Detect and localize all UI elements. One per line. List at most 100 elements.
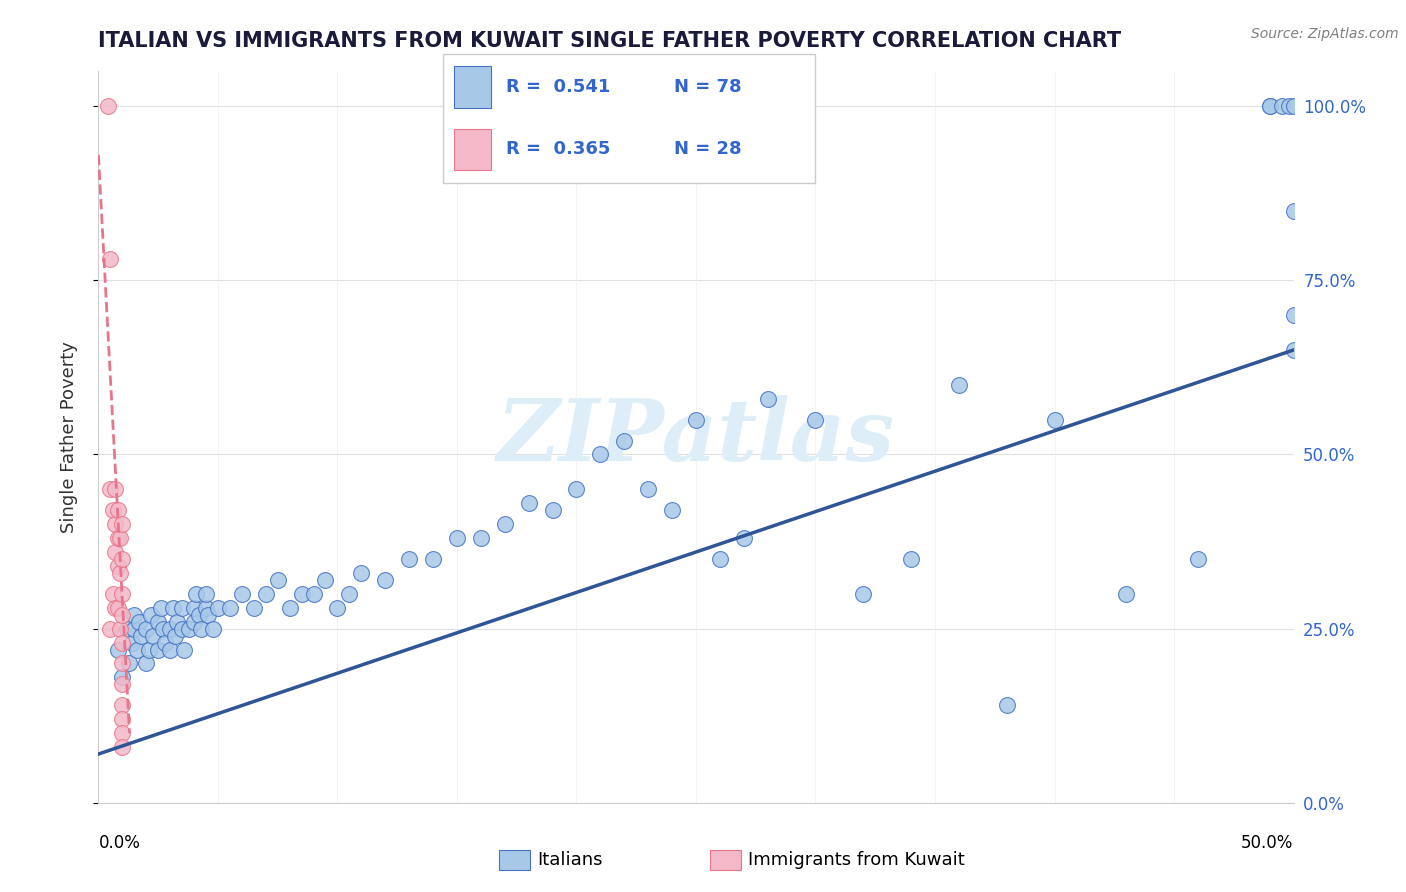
Point — [197, 607, 219, 622]
Point — [163, 629, 186, 643]
Point — [589, 448, 612, 462]
Point — [1258, 99, 1281, 113]
Point — [107, 503, 129, 517]
Y-axis label: Single Father Poverty: Single Father Poverty — [59, 341, 77, 533]
Text: R =  0.365: R = 0.365 — [506, 140, 610, 158]
FancyBboxPatch shape — [454, 67, 491, 108]
Point — [104, 600, 127, 615]
Point — [1282, 308, 1305, 322]
Point — [159, 642, 181, 657]
Point — [207, 600, 229, 615]
Point — [107, 558, 129, 573]
Point — [709, 552, 731, 566]
Point — [326, 600, 349, 615]
Point — [183, 600, 205, 615]
Point — [98, 622, 122, 636]
Point — [422, 552, 444, 566]
Point — [190, 622, 212, 636]
Point — [315, 573, 337, 587]
Point — [104, 483, 127, 497]
Point — [125, 642, 148, 657]
Text: ITALIAN VS IMMIGRANTS FROM KUWAIT SINGLE FATHER POVERTY CORRELATION CHART: ITALIAN VS IMMIGRANTS FROM KUWAIT SINGLE… — [98, 31, 1122, 51]
Point — [115, 622, 138, 636]
Point — [118, 657, 141, 671]
Point — [267, 573, 290, 587]
Text: Immigrants from Kuwait: Immigrants from Kuwait — [748, 851, 965, 869]
Text: N = 78: N = 78 — [673, 78, 741, 96]
Point — [135, 622, 157, 636]
Point — [107, 600, 129, 615]
Point — [155, 635, 177, 649]
Point — [470, 531, 492, 545]
Point — [148, 642, 170, 657]
Point — [613, 434, 636, 448]
Point — [398, 552, 420, 566]
FancyBboxPatch shape — [454, 128, 491, 170]
FancyBboxPatch shape — [443, 54, 815, 183]
Point — [685, 412, 707, 426]
Point — [111, 635, 134, 649]
Point — [1043, 412, 1066, 426]
Point — [1115, 587, 1137, 601]
Point — [131, 629, 153, 643]
Point — [111, 677, 134, 691]
Point — [172, 622, 194, 636]
Point — [111, 587, 134, 601]
Point — [1282, 203, 1305, 218]
Point — [111, 726, 134, 740]
Point — [128, 615, 150, 629]
Point — [173, 642, 195, 657]
Point — [637, 483, 659, 497]
Point — [995, 698, 1018, 713]
Point — [111, 670, 134, 684]
Point — [108, 566, 131, 580]
Text: ZIPatlas: ZIPatlas — [496, 395, 896, 479]
Point — [101, 587, 124, 601]
Point — [139, 607, 162, 622]
Point — [149, 600, 172, 615]
Point — [1271, 99, 1294, 113]
Text: Italians: Italians — [537, 851, 603, 869]
Point — [1282, 99, 1305, 113]
Point — [374, 573, 396, 587]
Point — [900, 552, 922, 566]
Point — [124, 622, 146, 636]
Point — [98, 483, 122, 497]
Point — [494, 517, 516, 532]
Point — [101, 503, 124, 517]
Point — [111, 698, 134, 713]
Point — [111, 607, 134, 622]
Point — [661, 503, 683, 517]
Point — [948, 377, 970, 392]
Point — [108, 622, 131, 636]
Point — [804, 412, 827, 426]
Point — [1258, 99, 1281, 113]
Text: 0.0%: 0.0% — [98, 834, 141, 852]
Point — [172, 600, 194, 615]
Point — [186, 587, 208, 601]
Point — [187, 607, 209, 622]
Point — [148, 615, 170, 629]
Point — [107, 642, 129, 657]
Point — [124, 607, 146, 622]
Point — [111, 740, 134, 755]
Point — [202, 622, 225, 636]
Point — [1187, 552, 1209, 566]
Point — [194, 600, 218, 615]
Point — [162, 600, 184, 615]
Point — [166, 615, 188, 629]
Point — [135, 657, 157, 671]
Point — [219, 600, 242, 615]
Point — [111, 517, 134, 532]
Point — [517, 496, 540, 510]
Point — [446, 531, 468, 545]
Point — [152, 622, 174, 636]
Point — [278, 600, 301, 615]
Point — [142, 629, 165, 643]
Point — [1278, 99, 1301, 113]
Point — [243, 600, 266, 615]
Text: N = 28: N = 28 — [673, 140, 741, 158]
Text: 50.0%: 50.0% — [1241, 834, 1294, 852]
Point — [121, 635, 143, 649]
Point — [254, 587, 277, 601]
